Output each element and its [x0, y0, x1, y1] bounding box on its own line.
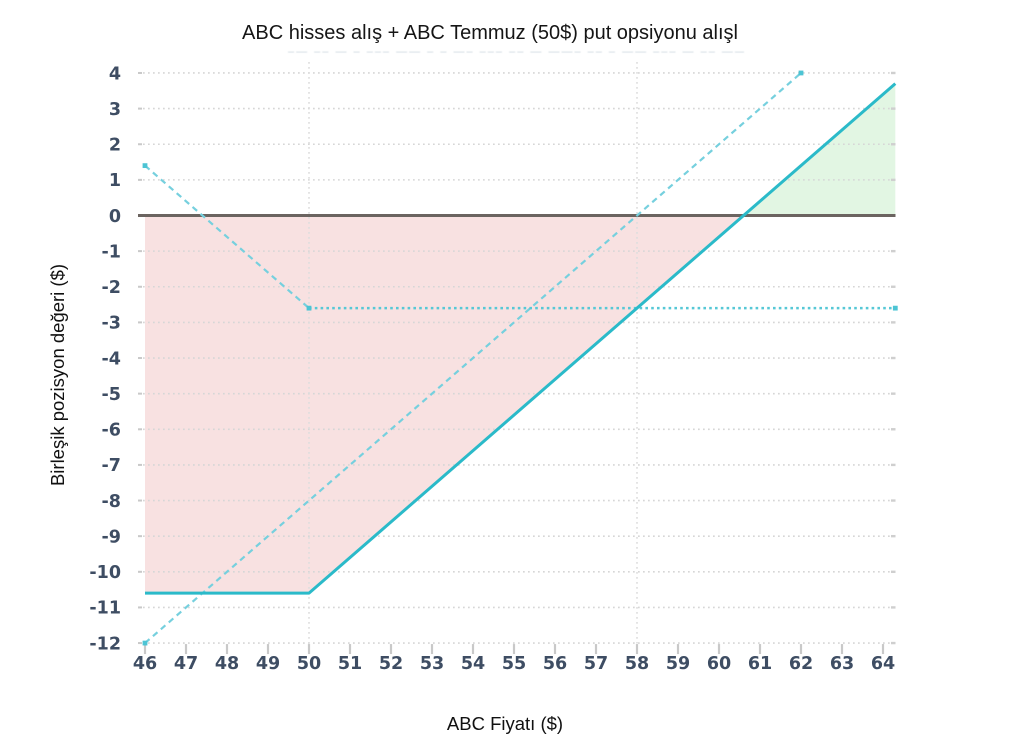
x-tick-label-59: 59	[666, 654, 690, 674]
y-tick-label--5: -5	[102, 385, 121, 405]
line-endpoint-marker	[892, 305, 898, 311]
x-tick-label-57: 57	[584, 654, 608, 674]
x-tick-label-47: 47	[174, 654, 198, 674]
stock-position-line	[144, 72, 802, 644]
y-tick-label--11: -11	[89, 599, 121, 619]
faded-watermark-text: –— –– — – ––– —— – – —– ––– –– — ——– –– …	[288, 46, 744, 58]
y-tick-label-4: 4	[109, 64, 121, 84]
put-option-declining-line	[144, 164, 310, 309]
x-tick-label-48: 48	[215, 654, 239, 674]
line-endpoint-marker	[306, 305, 312, 311]
x-tick-label-60: 60	[707, 654, 731, 674]
x-tick-label-50: 50	[297, 654, 321, 674]
loss-region-fill	[145, 215, 744, 594]
y-tick-label--9: -9	[102, 527, 121, 547]
x-tick-label-62: 62	[789, 654, 813, 674]
x-tick-label-51: 51	[338, 654, 362, 674]
y-tick-label--4: -4	[102, 349, 121, 369]
chart-title: ABC hisses alış + ABC Temmuz (50$) put o…	[242, 22, 738, 44]
x-tick-label-54: 54	[461, 654, 485, 674]
y-tick-label--3: -3	[102, 314, 121, 334]
y-tick-label-3: 3	[109, 100, 121, 120]
x-tick-label-49: 49	[256, 654, 280, 674]
x-tick-label-58: 58	[625, 654, 649, 674]
line-endpoint-marker	[142, 640, 148, 646]
y-tick-label-2: 2	[109, 136, 121, 156]
line-endpoint-marker	[798, 70, 804, 76]
y-tick-label--6: -6	[102, 421, 121, 441]
x-tick-label-52: 52	[379, 654, 403, 674]
x-tick-label-61: 61	[748, 654, 772, 674]
y-tick-label-1: 1	[109, 171, 121, 191]
y-tick-label-0: 0	[109, 207, 121, 227]
y-tick-label--10: -10	[89, 563, 121, 583]
line-endpoint-marker	[142, 163, 148, 169]
x-tick-label-56: 56	[543, 654, 567, 674]
y-tick-label--7: -7	[102, 456, 121, 476]
x-tick-label-46: 46	[133, 654, 157, 674]
x-tick-label-63: 63	[830, 654, 854, 674]
y-tick-label--2: -2	[102, 278, 121, 298]
x-tick-label-64: 64	[871, 654, 895, 674]
combined-position-line	[145, 82, 897, 595]
y-tick-label--8: -8	[102, 492, 121, 512]
y-tick-label--12: -12	[89, 634, 121, 654]
x-tick-label-55: 55	[502, 654, 526, 674]
x-axis-label: ABC Fiyatı ($)	[446, 713, 564, 734]
x-tick-label-53: 53	[420, 654, 444, 674]
y-tick-label--1: -1	[102, 242, 121, 262]
